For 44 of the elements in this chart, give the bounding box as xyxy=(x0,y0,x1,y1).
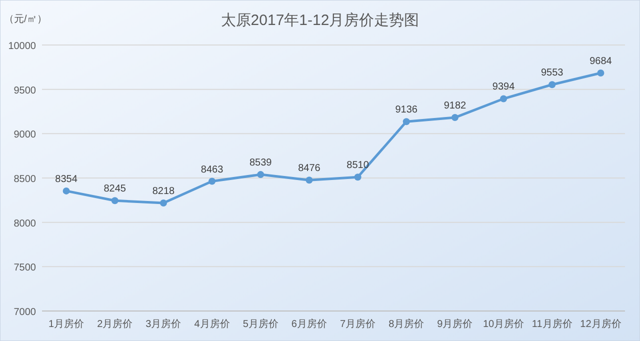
data-label: 8218 xyxy=(152,186,176,198)
point xyxy=(257,171,264,178)
x-tick-label: 6月房价 xyxy=(291,318,327,330)
x-tick-label: 2月房价 xyxy=(97,318,133,330)
point xyxy=(500,95,508,102)
point xyxy=(548,81,556,88)
point xyxy=(402,118,410,126)
data-label: 9136 xyxy=(395,104,418,116)
data-label: 9684 xyxy=(590,56,612,68)
x-tick-label: 4月房价 xyxy=(194,318,230,330)
point xyxy=(354,174,362,181)
x-tick-label: 8月房价 xyxy=(388,318,424,330)
point xyxy=(306,176,313,184)
chart-title: 太原2017年1-12月房价走势图 xyxy=(220,12,420,29)
y-tick-label: 8000 xyxy=(14,218,36,230)
point xyxy=(451,114,458,122)
x-tick-label: 9月房价 xyxy=(437,318,473,330)
data-label: 8476 xyxy=(298,163,321,174)
data-label: 8245 xyxy=(104,184,126,195)
y-tick-label: 7500 xyxy=(14,262,36,274)
x-tick-label: 12月房价 xyxy=(580,318,622,330)
point xyxy=(62,187,70,194)
point xyxy=(160,200,167,207)
data-label: 9182 xyxy=(444,100,467,112)
point xyxy=(111,197,118,204)
x-tick-label: 1月房价 xyxy=(48,318,84,330)
x-tick-label: 11月房价 xyxy=(532,318,572,330)
point xyxy=(208,178,216,185)
data-label: 9394 xyxy=(492,82,516,93)
data-label: 8539 xyxy=(250,158,272,169)
y-tick-label: 7000 xyxy=(14,307,36,318)
x-tick-label: 5月房价 xyxy=(242,318,278,330)
x-tick-label: 3月房价 xyxy=(146,318,182,330)
data-label: 9553 xyxy=(541,68,564,79)
x-tick-label: 10月房价 xyxy=(482,318,524,330)
y-tick-label: 9500 xyxy=(14,85,36,96)
y-tick-label: 10000 xyxy=(8,41,36,52)
data-label: 8354 xyxy=(55,174,78,185)
y-tick-label: 8500 xyxy=(14,174,36,185)
y-axis-title: （元/㎡） xyxy=(4,14,47,25)
data-label: 8463 xyxy=(200,164,224,176)
y-tick-label: 9000 xyxy=(14,130,36,141)
point xyxy=(597,70,604,77)
x-tick-label: 7月房价 xyxy=(340,318,376,330)
